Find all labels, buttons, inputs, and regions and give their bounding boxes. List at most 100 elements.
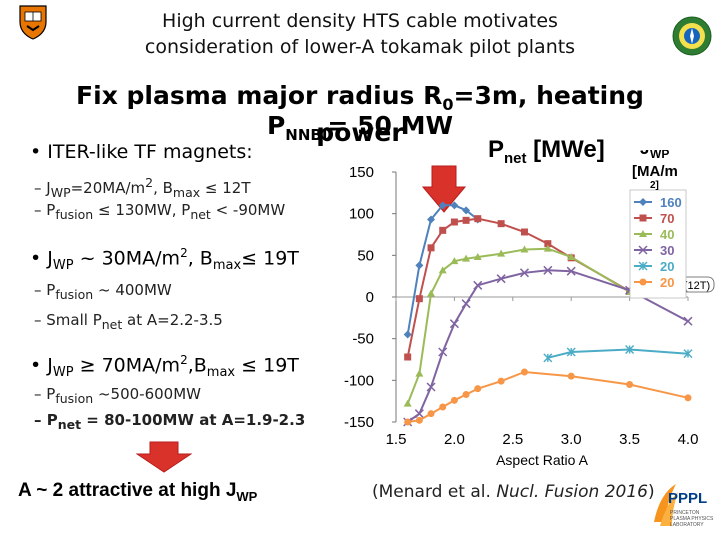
b2-b: ~ 30MA/m	[73, 247, 181, 270]
point-marker	[543, 265, 553, 275]
y-tick-label: 50	[357, 247, 374, 264]
series-4-20	[543, 345, 693, 363]
subtitle-sub-0: 0	[442, 95, 454, 114]
down-arrow-chart-icon	[421, 165, 467, 218]
b3-sup: 2	[180, 353, 188, 367]
point-marker	[544, 240, 552, 248]
pppl-logo-text: PPPL	[668, 490, 708, 507]
b3s2-a: – P	[34, 411, 58, 429]
b3s1-b: ~500-600MW	[93, 385, 202, 403]
legend-title-j: J	[640, 150, 649, 158]
point-marker	[683, 349, 693, 359]
x-tick-label: 3.0	[561, 431, 582, 448]
y-tick-label: 150	[349, 164, 374, 181]
bullet-dot-3: •	[30, 354, 42, 377]
bullet-3-sub-1: – Pfusion ~500-600MW	[34, 385, 201, 406]
point-marker	[684, 394, 692, 402]
series-5-20	[404, 368, 692, 426]
pppl-logo: PPPL PRINCETON PLASMA PHYSICS LABORATORY	[652, 482, 718, 538]
down-arrow-conclusion-icon	[135, 441, 193, 478]
bullet-dot-1: •	[30, 141, 42, 163]
legend-label: 20	[660, 275, 674, 290]
point-marker	[427, 215, 436, 224]
point-marker	[520, 368, 528, 376]
legend-label: 160	[660, 195, 682, 210]
point-marker	[567, 372, 575, 380]
bullet-2-sub-1: – Pfusion ~ 400MW	[34, 281, 172, 302]
point-marker	[638, 245, 648, 255]
b3-a: J	[47, 354, 53, 377]
point-marker	[473, 253, 482, 260]
b1s2-sub2: net	[190, 207, 211, 222]
legend-label: 70	[660, 211, 674, 226]
subtitle2-sub: NNBI	[285, 126, 328, 144]
citation: (Menard et al. Nucl. Fusion 2016)	[372, 482, 655, 502]
point-marker	[543, 353, 553, 363]
point-marker	[426, 382, 436, 392]
point-marker	[566, 266, 576, 276]
y-tick-label: 0	[366, 289, 374, 306]
title-line-1: High current density HTS cable motivates	[162, 10, 558, 32]
conclusion-text: A ~ 2 attractive at high JWP	[18, 480, 257, 504]
pnet-vs-aspect-ratio-chart: 150 100 50 0 -50 -100 -150 1.5 2.0 2.5 3.0 3.5 4.0 As…	[344, 150, 715, 468]
b1s1-sup: 2	[145, 175, 154, 190]
bullet-3: • JWP ≥ 70MA/m2,Bmax ≤ 19T	[30, 353, 299, 380]
point-marker	[439, 403, 447, 411]
legend-title-sub: WP	[650, 150, 669, 161]
series-line	[407, 370, 689, 423]
point-marker	[519, 268, 530, 278]
chart-title: Pnet [MWe]	[488, 136, 605, 167]
citation-a: (Menard et al.	[372, 482, 497, 502]
bullet-1-text: ITER-like TF magnets:	[47, 141, 253, 163]
bullet-1-sub-1: – JWP=20MA/m2, Bmax ≤ 12T	[34, 175, 251, 200]
y-tick-label: -50	[352, 331, 374, 348]
subtitle-text-b: =3m, heating power	[316, 81, 644, 147]
b2s1-b: ~ 400MW	[93, 281, 172, 299]
point-marker	[403, 399, 412, 407]
point-marker	[415, 369, 424, 377]
series-line	[406, 247, 631, 405]
point-marker	[520, 245, 529, 253]
subtitle2-text-b: = 50 MW	[327, 111, 454, 140]
point-marker	[474, 385, 482, 393]
b1s1-a: – J	[34, 179, 51, 197]
x-tick-label: 4.0	[678, 431, 699, 448]
point-marker	[438, 347, 448, 357]
bullet-1: • ITER-like TF magnets:	[30, 141, 253, 163]
point-marker	[462, 206, 471, 215]
doe-seal-logo	[672, 16, 712, 56]
bullet-3-sub-2: – Pnet = 80-100MW at A=1.9-2.3	[34, 411, 305, 432]
bullet-2: • JWP ~ 30MA/m2, Bmax≤ 19T	[30, 246, 299, 273]
b3-c: ,B	[187, 354, 207, 377]
conclusion-a: A ~ 2 attractive at high J	[18, 480, 237, 501]
b1s2-sub: fusion	[55, 207, 94, 222]
point-marker	[404, 418, 412, 426]
b1s1-d: ≤ 12T	[200, 179, 251, 197]
point-marker	[414, 409, 424, 419]
point-marker	[639, 198, 647, 206]
point-marker	[404, 353, 412, 361]
point-marker	[497, 220, 505, 228]
b3-d: ≤ 19T	[235, 354, 299, 377]
point-marker	[415, 416, 423, 424]
title-line-2: consideration of lower-A tokamak pilot p…	[144, 36, 576, 58]
b1s1-c: , B	[153, 179, 173, 197]
point-marker	[449, 319, 459, 329]
pppl-logo-small-text: PRINCETON PLASMA PHYSICS LABORATORY	[670, 510, 714, 528]
series-3-30	[403, 265, 693, 427]
point-marker	[427, 244, 435, 252]
point-marker	[462, 391, 470, 398]
point-marker	[566, 347, 576, 357]
point-marker	[474, 215, 482, 223]
series-1-70	[404, 215, 634, 361]
point-marker	[683, 316, 693, 326]
b2s1-sub: fusion	[55, 287, 94, 302]
point-marker	[438, 201, 447, 210]
point-marker	[462, 254, 471, 262]
b2-c: , B	[187, 247, 213, 270]
y-tick-label: -100	[344, 372, 374, 389]
b3-sub: WP	[52, 365, 74, 381]
point-marker	[639, 230, 647, 237]
point-marker	[439, 226, 447, 234]
b2s1-a: – P	[34, 281, 56, 299]
